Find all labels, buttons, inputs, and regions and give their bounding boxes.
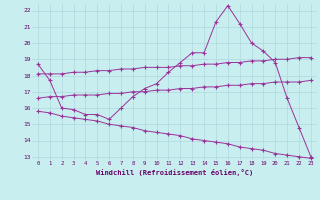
X-axis label: Windchill (Refroidissement éolien,°C): Windchill (Refroidissement éolien,°C) <box>96 169 253 176</box>
